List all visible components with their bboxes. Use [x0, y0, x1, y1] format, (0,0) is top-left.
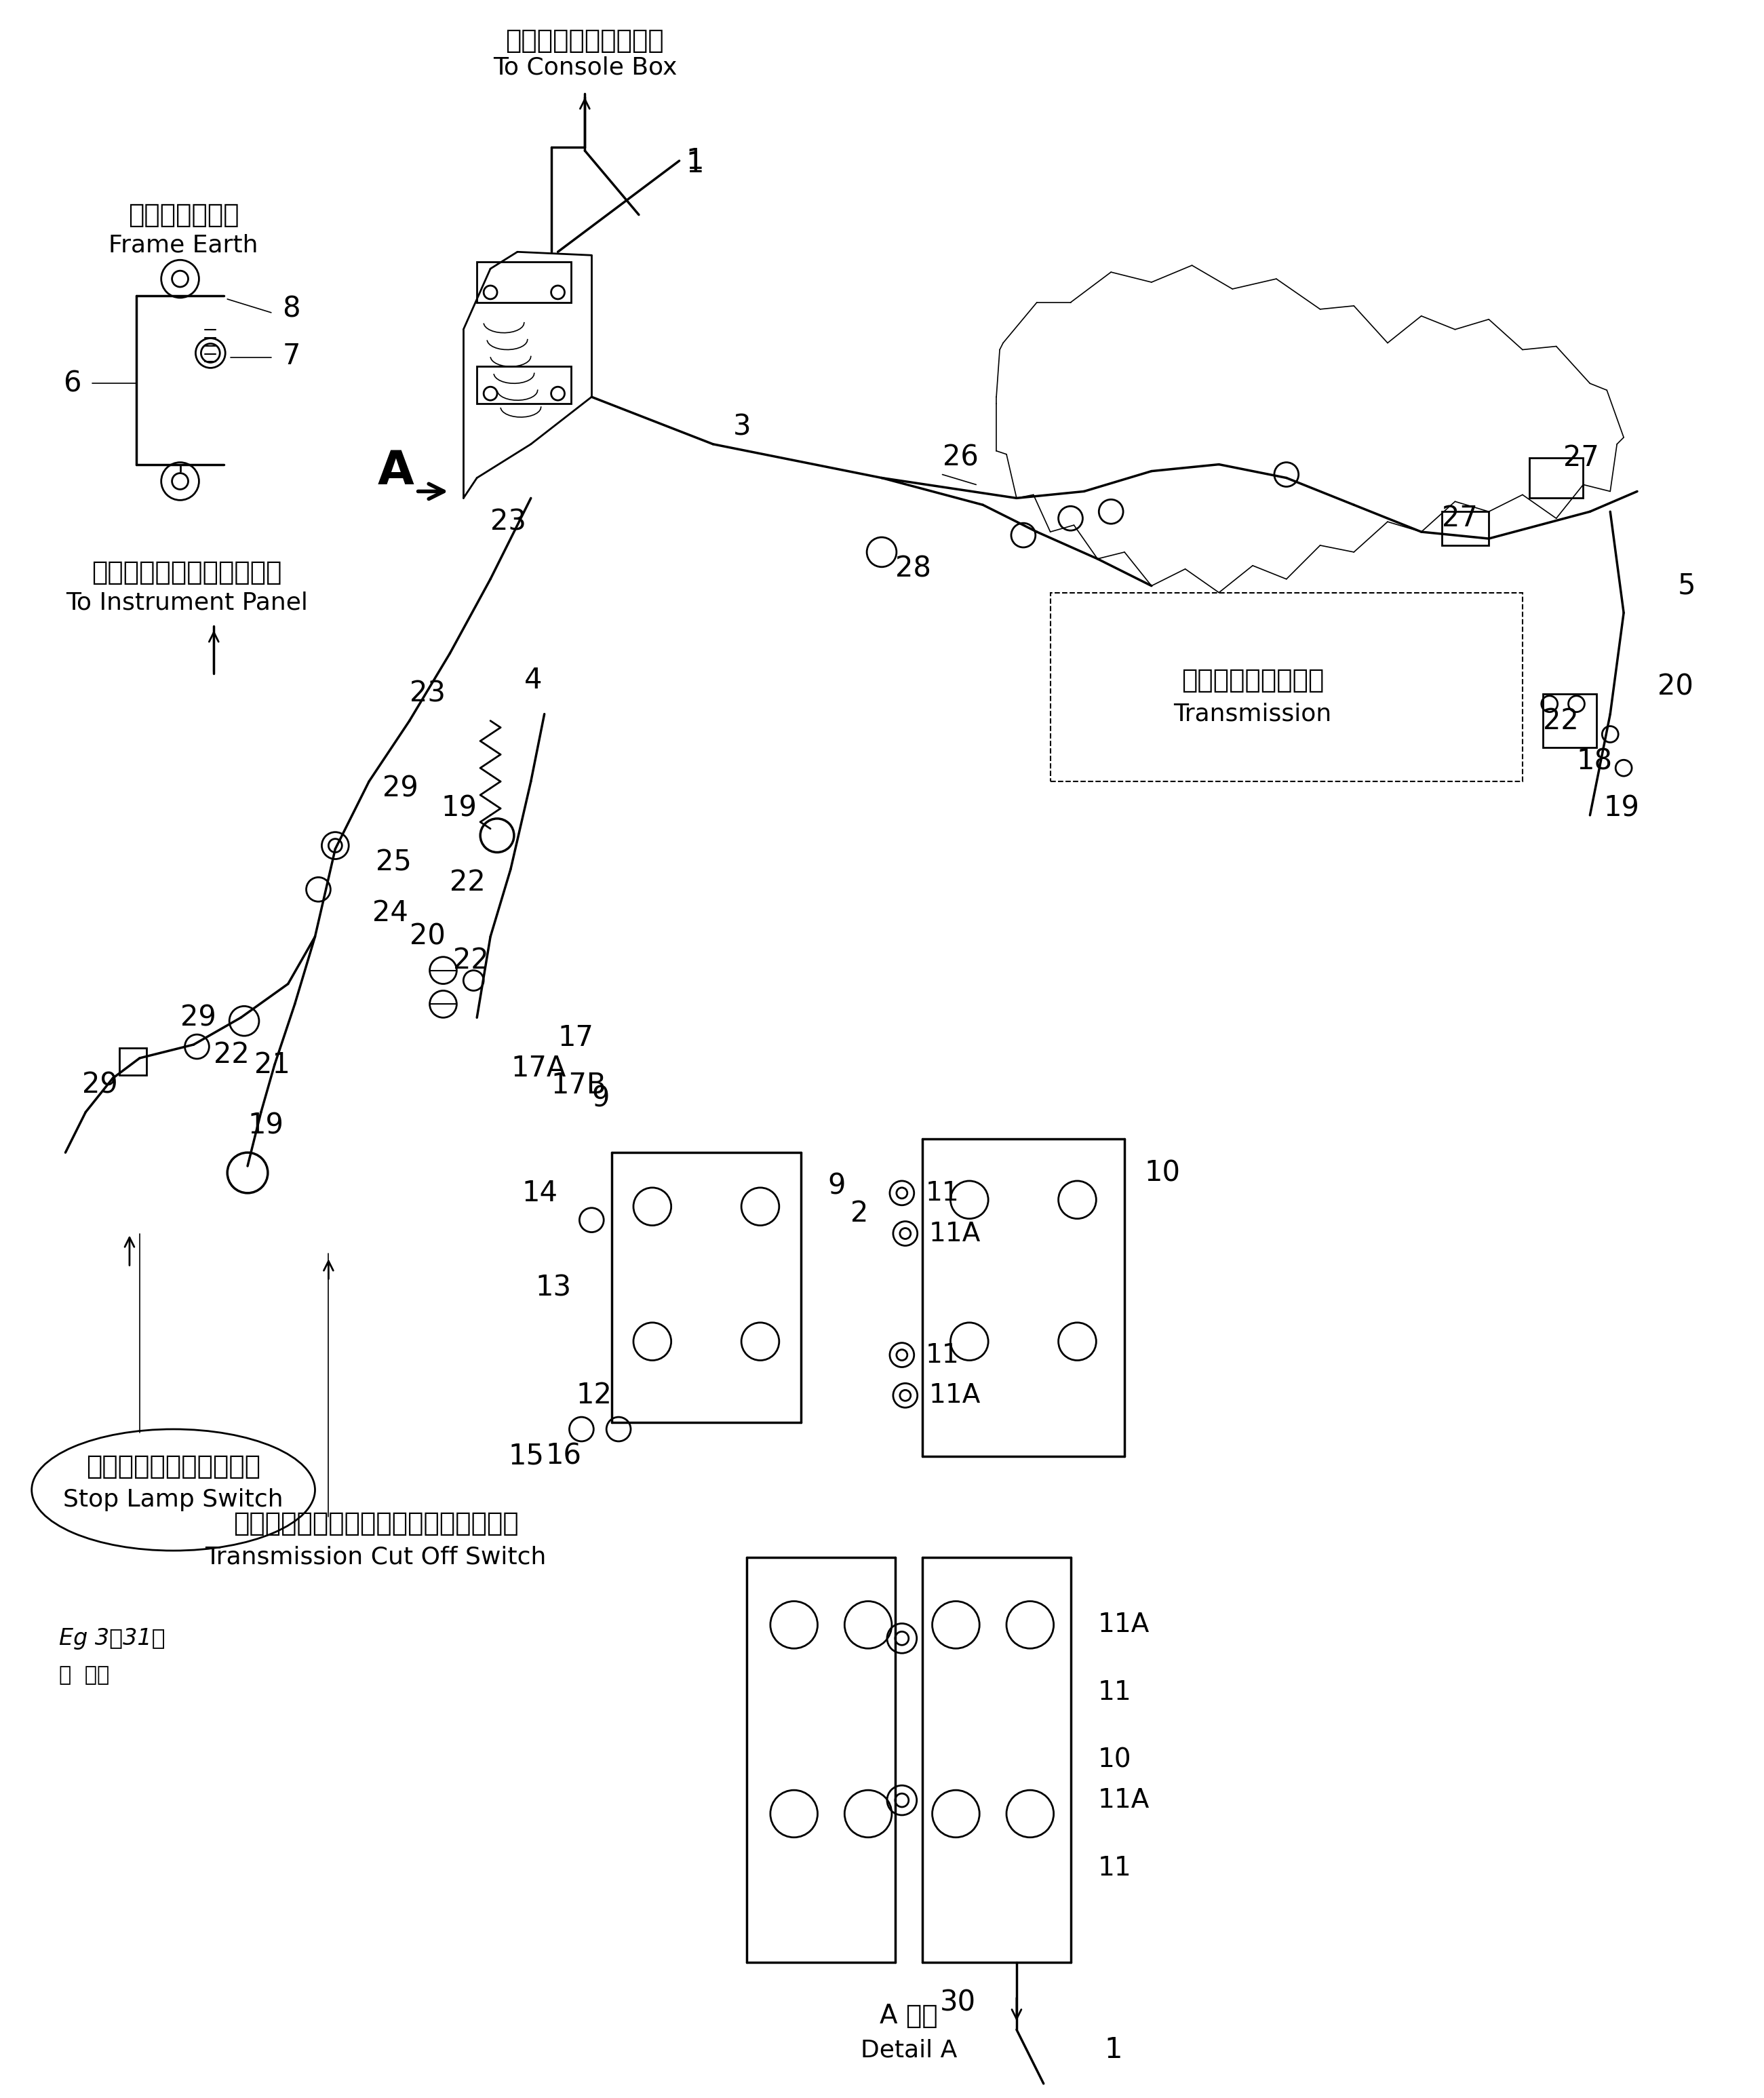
Bar — [476, 262, 572, 302]
Text: Stop Lamp Switch: Stop Lamp Switch — [64, 1487, 284, 1511]
Text: 9: 9 — [827, 1173, 845, 1200]
Text: 28: 28 — [894, 554, 931, 583]
Text: 10: 10 — [1145, 1158, 1180, 1187]
Text: To Console Box: To Console Box — [492, 57, 677, 80]
Text: トランスミッションカットオフスイッチ: トランスミッションカットオフスイッチ — [233, 1511, 519, 1536]
Text: 7: 7 — [282, 342, 300, 371]
Text: 11A: 11A — [930, 1221, 981, 1246]
Text: インスツルメントパネルへ: インスツルメントパネルへ — [92, 560, 282, 585]
Text: 25: 25 — [376, 848, 411, 877]
Text: 20: 20 — [1658, 673, 1693, 701]
Bar — [1529, 457, 1584, 497]
Text: 23: 23 — [490, 508, 526, 535]
Text: 11A: 11A — [1097, 1611, 1150, 1639]
Text: 4: 4 — [524, 665, 542, 694]
Text: 5: 5 — [1678, 571, 1695, 600]
Text: Transmission: Transmission — [1173, 703, 1332, 726]
Text: 11: 11 — [926, 1343, 960, 1368]
Text: 29: 29 — [83, 1070, 118, 1099]
Text: 23: 23 — [409, 680, 445, 707]
Text: 1: 1 — [686, 147, 704, 174]
Text: 11: 11 — [1097, 1855, 1131, 1880]
Text: 18: 18 — [1577, 747, 1612, 776]
Text: 2: 2 — [850, 1200, 868, 1227]
Text: 24: 24 — [372, 898, 407, 927]
Text: 29: 29 — [180, 1003, 215, 1032]
Text: A: A — [377, 449, 415, 493]
Text: Detail A: Detail A — [861, 2039, 956, 2062]
Text: 19: 19 — [247, 1112, 284, 1139]
Text: 12: 12 — [577, 1380, 612, 1410]
Text: A 詳細: A 詳細 — [880, 2004, 938, 2029]
Text: 3: 3 — [734, 413, 751, 441]
Bar — [1050, 592, 1522, 780]
Text: 1: 1 — [1104, 2035, 1122, 2064]
Text: 6: 6 — [64, 369, 81, 399]
Text: 1: 1 — [686, 149, 704, 178]
Text: 26: 26 — [942, 443, 979, 472]
Bar — [120, 1049, 146, 1074]
Text: 29: 29 — [383, 774, 418, 801]
Text: 11A: 11A — [930, 1383, 981, 1408]
Text: 14: 14 — [522, 1179, 557, 1206]
Text: 27: 27 — [1563, 443, 1598, 472]
Bar — [1441, 512, 1489, 545]
Bar — [1544, 694, 1596, 747]
Text: 22: 22 — [453, 946, 489, 976]
Text: 11: 11 — [926, 1181, 960, 1206]
Text: 16: 16 — [545, 1441, 582, 1471]
Text: 17: 17 — [557, 1024, 594, 1051]
Text: Eg 3月31ス: Eg 3月31ス — [58, 1628, 164, 1649]
Text: 13: 13 — [534, 1273, 572, 1301]
Text: 11: 11 — [1097, 1678, 1131, 1706]
Text: 19: 19 — [441, 795, 476, 822]
Bar — [476, 367, 572, 403]
Text: 8: 8 — [282, 296, 300, 323]
Text: 21: 21 — [254, 1051, 289, 1078]
Text: フレームアース: フレームアース — [129, 201, 238, 229]
Text: 27: 27 — [1441, 504, 1476, 533]
Text: 22: 22 — [450, 869, 485, 898]
Text: トランスミッション: トランスミッション — [1182, 667, 1325, 692]
Text: 11A: 11A — [1097, 1787, 1150, 1813]
Text: は  んん: は んん — [58, 1666, 109, 1685]
Text: コンソールボックスへ: コンソールボックスへ — [506, 27, 663, 55]
Text: 22: 22 — [213, 1041, 249, 1070]
Text: 9: 9 — [591, 1085, 610, 1112]
Text: 22: 22 — [1544, 707, 1579, 734]
Text: 17A: 17A — [510, 1053, 566, 1083]
Text: 19: 19 — [1603, 795, 1639, 822]
Text: 20: 20 — [409, 923, 445, 950]
Text: ストップランプスイッチ: ストップランプスイッチ — [86, 1454, 261, 1479]
Text: 15: 15 — [508, 1441, 545, 1471]
Text: To Instrument Panel: To Instrument Panel — [65, 592, 309, 615]
Text: 10: 10 — [1097, 1748, 1131, 1773]
Text: 17B: 17B — [550, 1070, 607, 1099]
Text: Transmission Cut Off Switch: Transmission Cut Off Switch — [205, 1546, 547, 1569]
Text: 30: 30 — [940, 1989, 975, 2016]
Text: Frame Earth: Frame Earth — [109, 233, 258, 256]
